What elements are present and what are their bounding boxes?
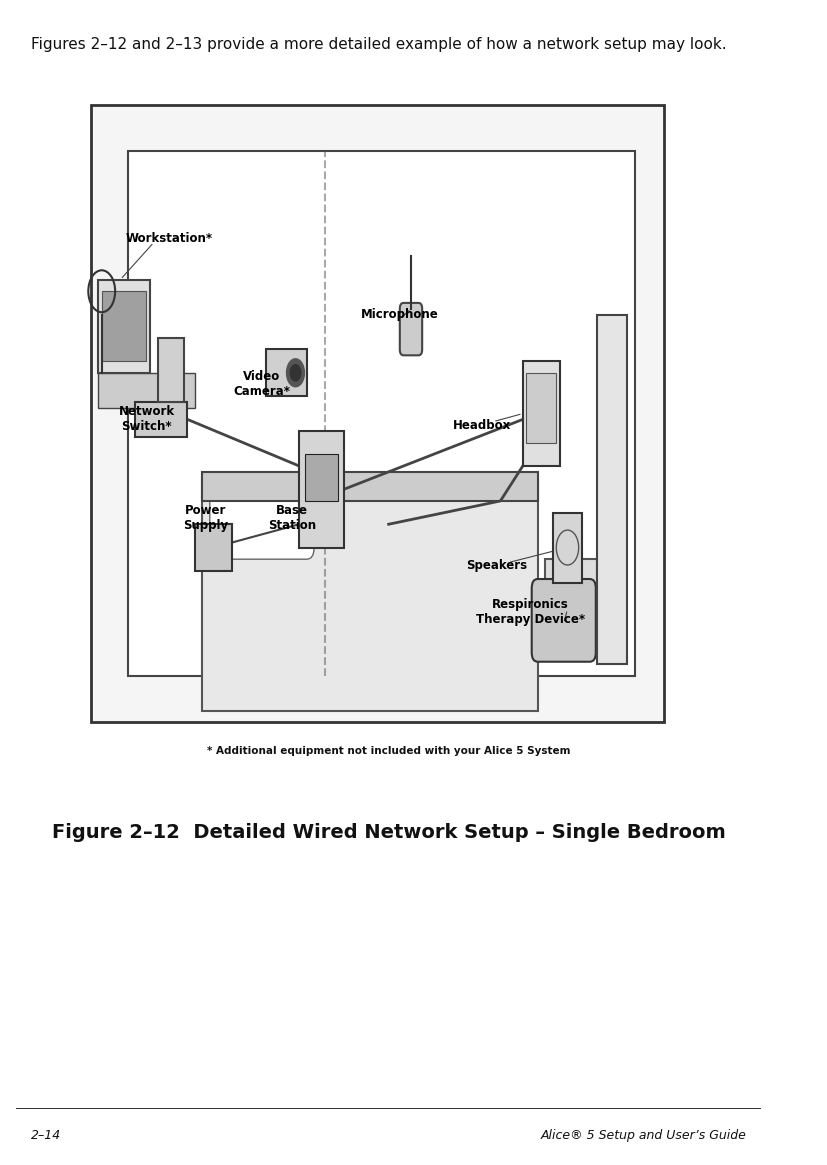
Text: * Additional equipment not included with your Alice 5 System: * Additional equipment not included with… [207, 747, 570, 756]
Bar [522, 361, 559, 466]
Text: Headbox: Headbox [452, 418, 510, 432]
Bar [98, 280, 150, 373]
Text: Microphone: Microphone [361, 308, 438, 322]
Bar [98, 373, 194, 408]
Bar [90, 105, 663, 722]
Bar [552, 513, 581, 582]
Bar [127, 151, 633, 676]
Bar [544, 559, 596, 652]
Text: Base
Station: Base Station [267, 504, 315, 532]
Text: Network
Switch*: Network Switch* [118, 405, 174, 433]
FancyBboxPatch shape [531, 579, 595, 662]
Circle shape [290, 365, 300, 381]
Bar [526, 373, 556, 443]
Bar [157, 338, 184, 402]
FancyBboxPatch shape [209, 489, 313, 559]
Bar [194, 524, 232, 571]
Bar [202, 472, 537, 501]
Bar [202, 478, 537, 711]
Bar [265, 350, 306, 396]
Text: 2–14: 2–14 [31, 1129, 61, 1143]
Text: Power
Supply: Power Supply [184, 504, 228, 532]
Circle shape [286, 359, 304, 387]
Bar [299, 431, 343, 548]
Text: Figures 2–12 and 2–13 provide a more detailed example of how a network setup may: Figures 2–12 and 2–13 provide a more det… [31, 37, 725, 52]
Text: Workstation*: Workstation* [125, 232, 212, 246]
FancyBboxPatch shape [399, 303, 422, 355]
Text: Respironics
Therapy Device*: Respironics Therapy Device* [475, 598, 584, 626]
Text: Figure 2–12  Detailed Wired Network Setup – Single Bedroom: Figure 2–12 Detailed Wired Network Setup… [52, 824, 724, 842]
Bar [102, 291, 146, 361]
Text: Alice® 5 Setup and User’s Guide: Alice® 5 Setup and User’s Guide [540, 1129, 745, 1143]
Bar [16, 1108, 760, 1109]
Bar [596, 315, 626, 664]
Text: Speakers: Speakers [466, 558, 527, 572]
Bar [135, 402, 187, 437]
Bar [305, 454, 337, 501]
Text: Video
Camera*: Video Camera* [233, 370, 290, 398]
